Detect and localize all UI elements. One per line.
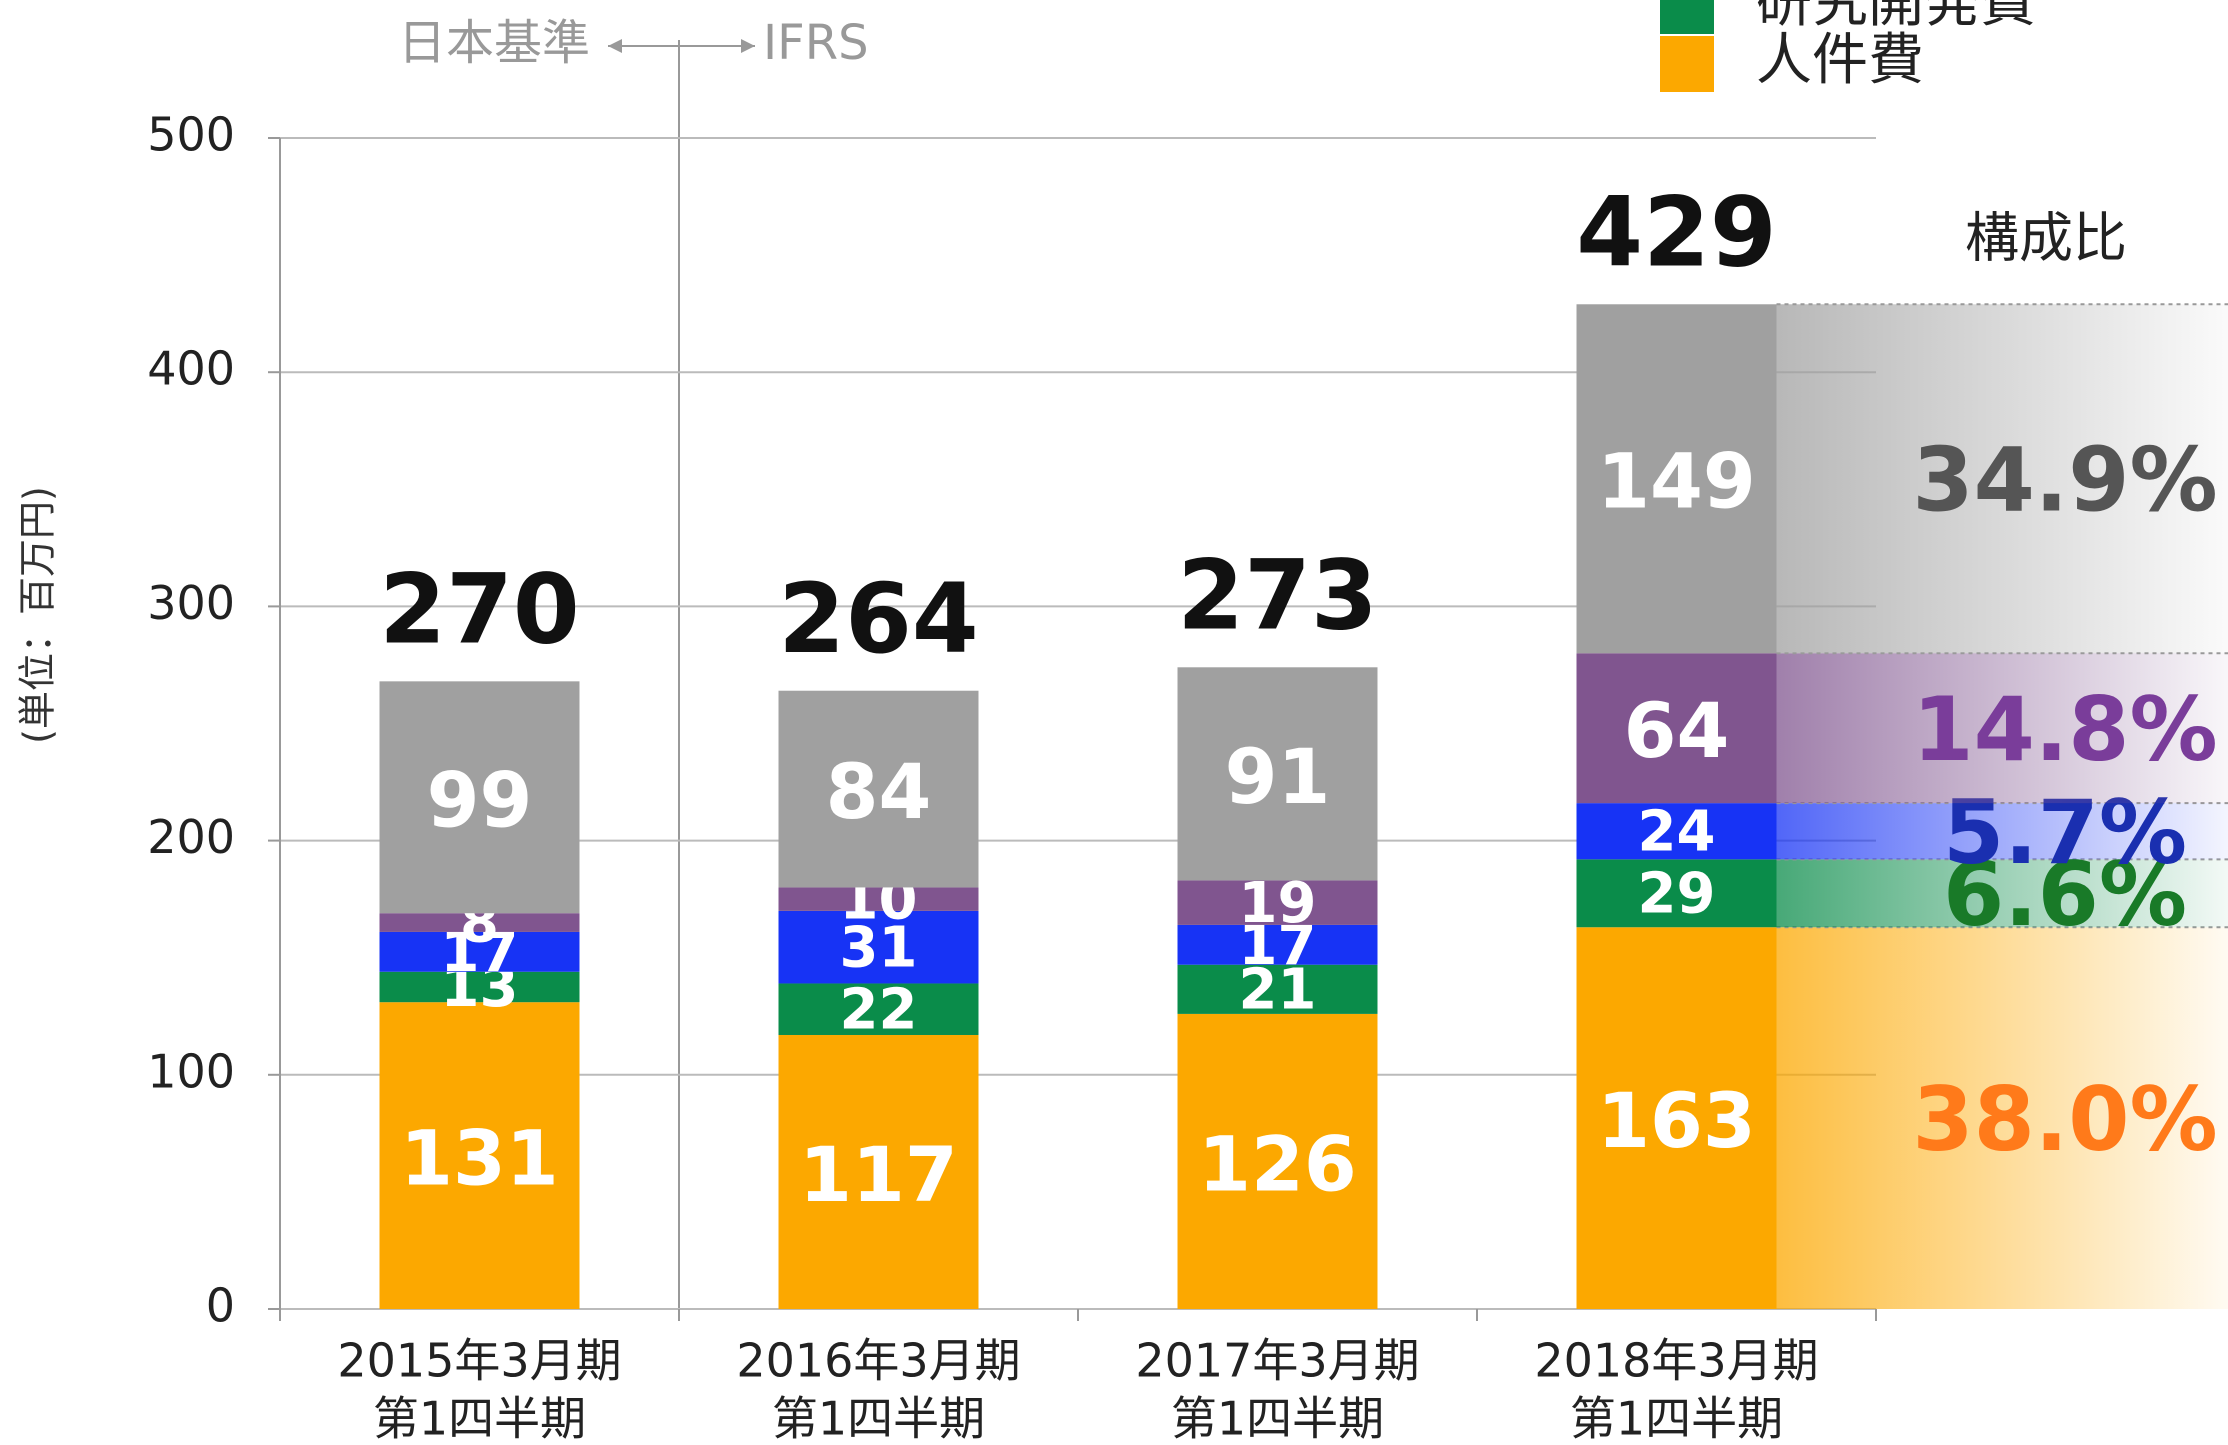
share-band bbox=[1776, 803, 2228, 860]
annotation-right: IFRS bbox=[763, 15, 869, 71]
segment-label: 131 bbox=[400, 1114, 559, 1203]
bar-segment bbox=[1576, 304, 1777, 654]
bar-segment bbox=[379, 681, 580, 914]
share-band bbox=[1776, 653, 2228, 804]
segment-label: 21 bbox=[1239, 957, 1317, 1022]
segment-label: 19 bbox=[1239, 871, 1317, 936]
segment-label: 149 bbox=[1597, 437, 1756, 526]
bar-segment bbox=[1576, 927, 1777, 1309]
share-band bbox=[1776, 859, 2228, 928]
total-label: 429 bbox=[1576, 177, 1776, 289]
y-tick-label: 500 bbox=[147, 108, 235, 162]
segment-label: 91 bbox=[1225, 732, 1331, 821]
segment-label: 22 bbox=[840, 977, 918, 1042]
share-band bbox=[1776, 927, 2228, 1309]
y-tick-label: 400 bbox=[147, 342, 235, 396]
segment-label: 84 bbox=[826, 747, 932, 836]
x-tick-label: 2018年3月期 bbox=[1534, 1334, 1818, 1388]
segment-label: 163 bbox=[1597, 1076, 1756, 1165]
bar-segment bbox=[379, 913, 580, 932]
x-tick-label: 2015年3月期 bbox=[337, 1334, 621, 1388]
y-axis-label: (単位：百万円) bbox=[16, 486, 60, 744]
bar-segment bbox=[1177, 924, 1378, 965]
x-tick-label: 2016年3月期 bbox=[736, 1334, 1020, 1388]
share-label: 38.0% bbox=[1912, 1068, 2217, 1171]
y-tick-label: 100 bbox=[147, 1044, 235, 1098]
segment-label: 24 bbox=[1638, 799, 1716, 864]
legend-swatch bbox=[1660, 0, 1714, 34]
bar-segment bbox=[1576, 653, 1777, 804]
annotation-left: 日本基準 bbox=[398, 15, 590, 71]
bar-segment bbox=[379, 931, 580, 972]
total-label: 270 bbox=[379, 554, 579, 666]
segment-label: 117 bbox=[799, 1130, 958, 1219]
bar-segment bbox=[1576, 859, 1777, 928]
bar-segment bbox=[1177, 667, 1378, 881]
segment-label: 31 bbox=[840, 915, 918, 980]
x-tick-label: 第1四半期 bbox=[1171, 1392, 1384, 1445]
bar-segment bbox=[379, 971, 580, 1003]
y-tick-label: 300 bbox=[147, 576, 235, 630]
bar-segment bbox=[778, 910, 979, 984]
x-tick-label: 第1四半期 bbox=[772, 1392, 985, 1445]
legend-label: 研究開発費 bbox=[1756, 0, 2036, 35]
bar-segment bbox=[1177, 964, 1378, 1014]
legend-swatch bbox=[1660, 36, 1714, 92]
share-label: 34.9% bbox=[1912, 429, 2217, 532]
x-tick-label: 第1四半期 bbox=[1570, 1392, 1783, 1445]
total-label: 273 bbox=[1177, 540, 1377, 652]
bar-segment bbox=[778, 887, 979, 911]
share-label: 6.6% bbox=[1943, 843, 2187, 946]
bar-segment bbox=[1576, 803, 1777, 860]
x-tick-label: 2017年3月期 bbox=[1135, 1334, 1419, 1388]
bar-segment bbox=[379, 1002, 580, 1309]
legend-label: 人件費 bbox=[1756, 28, 1924, 93]
segment-label: 29 bbox=[1638, 861, 1716, 926]
share-label: 14.8% bbox=[1912, 678, 2217, 781]
y-tick-label: 200 bbox=[147, 810, 235, 864]
segment-label: 64 bbox=[1624, 686, 1730, 775]
share-header: 構成比 bbox=[1965, 207, 2127, 270]
bar-segment bbox=[778, 1034, 979, 1309]
segment-label: 126 bbox=[1198, 1119, 1357, 1208]
segment-label: 99 bbox=[427, 755, 533, 844]
bar-segment bbox=[778, 983, 979, 1035]
x-tick-label: 第1四半期 bbox=[373, 1392, 586, 1445]
bar-segment bbox=[778, 690, 979, 888]
share-band bbox=[1776, 304, 2228, 654]
total-label: 264 bbox=[778, 563, 978, 675]
bar-segment bbox=[1177, 880, 1378, 925]
y-tick-label: 0 bbox=[206, 1279, 235, 1333]
bar-segment bbox=[1177, 1013, 1378, 1309]
